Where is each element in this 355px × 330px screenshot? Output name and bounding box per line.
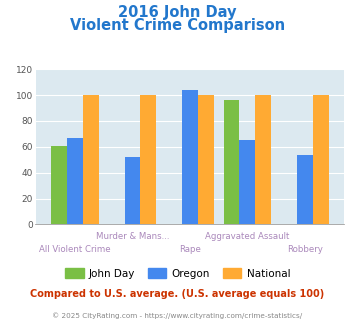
Bar xyxy=(198,95,214,224)
Bar xyxy=(224,100,240,224)
Bar xyxy=(297,154,313,224)
Text: Compared to U.S. average. (U.S. average equals 100): Compared to U.S. average. (U.S. average … xyxy=(31,289,324,299)
Bar xyxy=(255,95,271,224)
Legend: John Day, Oregon, National: John Day, Oregon, National xyxy=(61,264,294,283)
Bar xyxy=(125,157,140,224)
Bar xyxy=(83,95,99,224)
Bar xyxy=(182,90,198,224)
Bar xyxy=(313,95,328,224)
Text: All Violent Crime: All Violent Crime xyxy=(39,245,111,254)
Text: Violent Crime Comparison: Violent Crime Comparison xyxy=(70,18,285,33)
Text: Rape: Rape xyxy=(179,245,201,254)
Text: © 2025 CityRating.com - https://www.cityrating.com/crime-statistics/: © 2025 CityRating.com - https://www.city… xyxy=(53,312,302,318)
Text: Murder & Mans...: Murder & Mans... xyxy=(96,232,169,241)
Bar xyxy=(240,140,255,224)
Text: Robbery: Robbery xyxy=(287,245,323,254)
Bar xyxy=(67,138,83,224)
Bar xyxy=(140,95,156,224)
Text: 2016 John Day: 2016 John Day xyxy=(118,5,237,20)
Text: Aggravated Assault: Aggravated Assault xyxy=(205,232,290,241)
Bar xyxy=(51,146,67,224)
